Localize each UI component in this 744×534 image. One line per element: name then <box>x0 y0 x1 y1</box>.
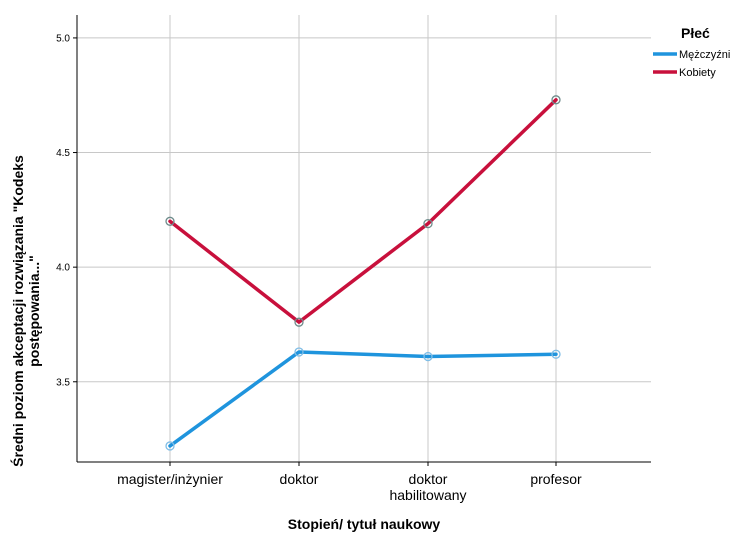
data-point <box>165 441 175 451</box>
y-tick-label: 3.5 <box>56 377 70 388</box>
y-tick-label: 5.0 <box>56 33 70 44</box>
y-tick-label: 4.5 <box>56 148 70 159</box>
legend-label: Mężczyźni <box>679 49 730 61</box>
legend-title: Płeć <box>681 25 710 41</box>
data-point <box>165 216 175 226</box>
y-axis-title-line: Średni poziom akceptacji rozwiązania "Ko… <box>9 155 26 467</box>
y-axis-title-line: postępowania..." <box>26 255 42 367</box>
x-tick-label: doktor <box>409 471 448 487</box>
data-point <box>551 95 561 105</box>
x-tick-label: habilitowany <box>389 487 466 503</box>
plot-area <box>77 15 651 462</box>
data-point <box>294 317 304 327</box>
legend-label: Kobiety <box>679 67 716 79</box>
x-tick-label: doktor <box>280 471 319 487</box>
series-line-0 <box>168 350 558 448</box>
y-axis-title: Średni poziom akceptacji rozwiązania "Ko… <box>9 155 42 467</box>
x-tick-label: profesor <box>530 471 582 487</box>
x-tick-label: magister/inżynier <box>117 471 223 487</box>
data-point <box>294 347 304 357</box>
series-line-1 <box>168 98 558 324</box>
data-point <box>551 349 561 359</box>
x-axis-title: Stopień/ tytuł naukowy <box>288 516 441 532</box>
data-point <box>423 218 433 229</box>
data-point <box>423 351 433 362</box>
y-tick-label: 4.0 <box>56 263 70 274</box>
